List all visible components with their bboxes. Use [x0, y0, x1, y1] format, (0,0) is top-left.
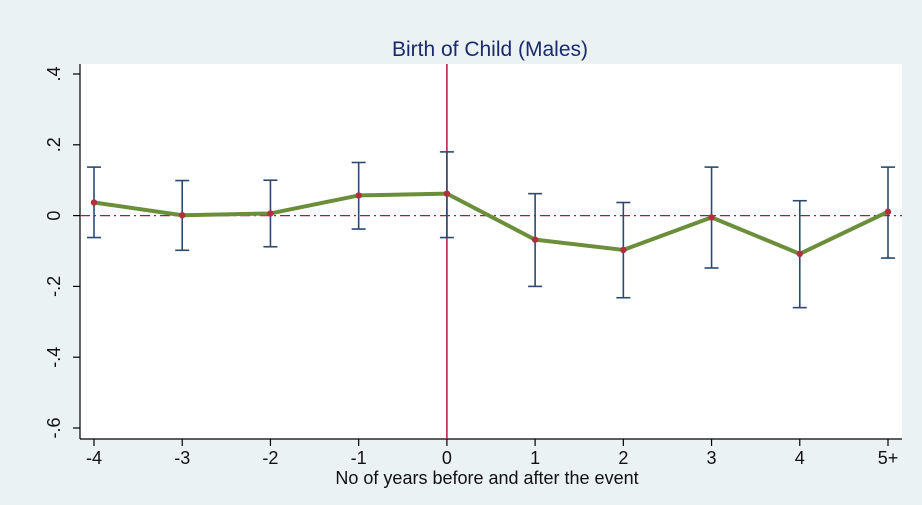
y-tick-label: .4 — [44, 66, 64, 81]
x-tick-label: 5+ — [878, 448, 899, 468]
x-tick-label: -1 — [351, 448, 367, 468]
x-tick-label: -3 — [174, 448, 190, 468]
reference-lines — [80, 64, 902, 439]
x-tick-label: 3 — [707, 448, 717, 468]
plot-area — [80, 64, 902, 439]
data-point — [90, 199, 98, 206]
data-point — [355, 192, 362, 199]
chart-title: Birth of Child (Males) — [392, 38, 588, 61]
x-tick-label: 4 — [795, 448, 805, 468]
x-tick-label: -4 — [86, 448, 102, 468]
data-point — [267, 210, 274, 217]
series-polyline — [92, 191, 890, 256]
y-tick-label: -.4 — [44, 347, 64, 368]
x-tick-label: -2 — [262, 448, 278, 468]
y-tick-label: -.6 — [44, 417, 64, 438]
y-tick-label: .2 — [44, 137, 64, 152]
x-tick-label: 2 — [618, 448, 628, 468]
y-tick-label: 0 — [44, 211, 64, 221]
x-axis: -4 -3 -2 -1 0 1 2 3 4 5+ — [80, 438, 902, 468]
x-axis-label: No of years before and after the event — [335, 468, 638, 488]
series-line — [90, 190, 892, 258]
data-point — [620, 246, 627, 254]
data-point — [179, 212, 186, 219]
data-point — [884, 208, 892, 215]
x-tick-label: 0 — [442, 448, 452, 468]
data-point — [796, 250, 803, 258]
x-tick-label: 1 — [530, 448, 540, 468]
y-tick-label: -.2 — [44, 276, 64, 297]
y-axis: .4 .2 0 -.2 -.4 -.6 — [44, 64, 81, 439]
data-point — [443, 190, 451, 197]
data-point — [708, 214, 715, 221]
data-point — [531, 236, 539, 243]
